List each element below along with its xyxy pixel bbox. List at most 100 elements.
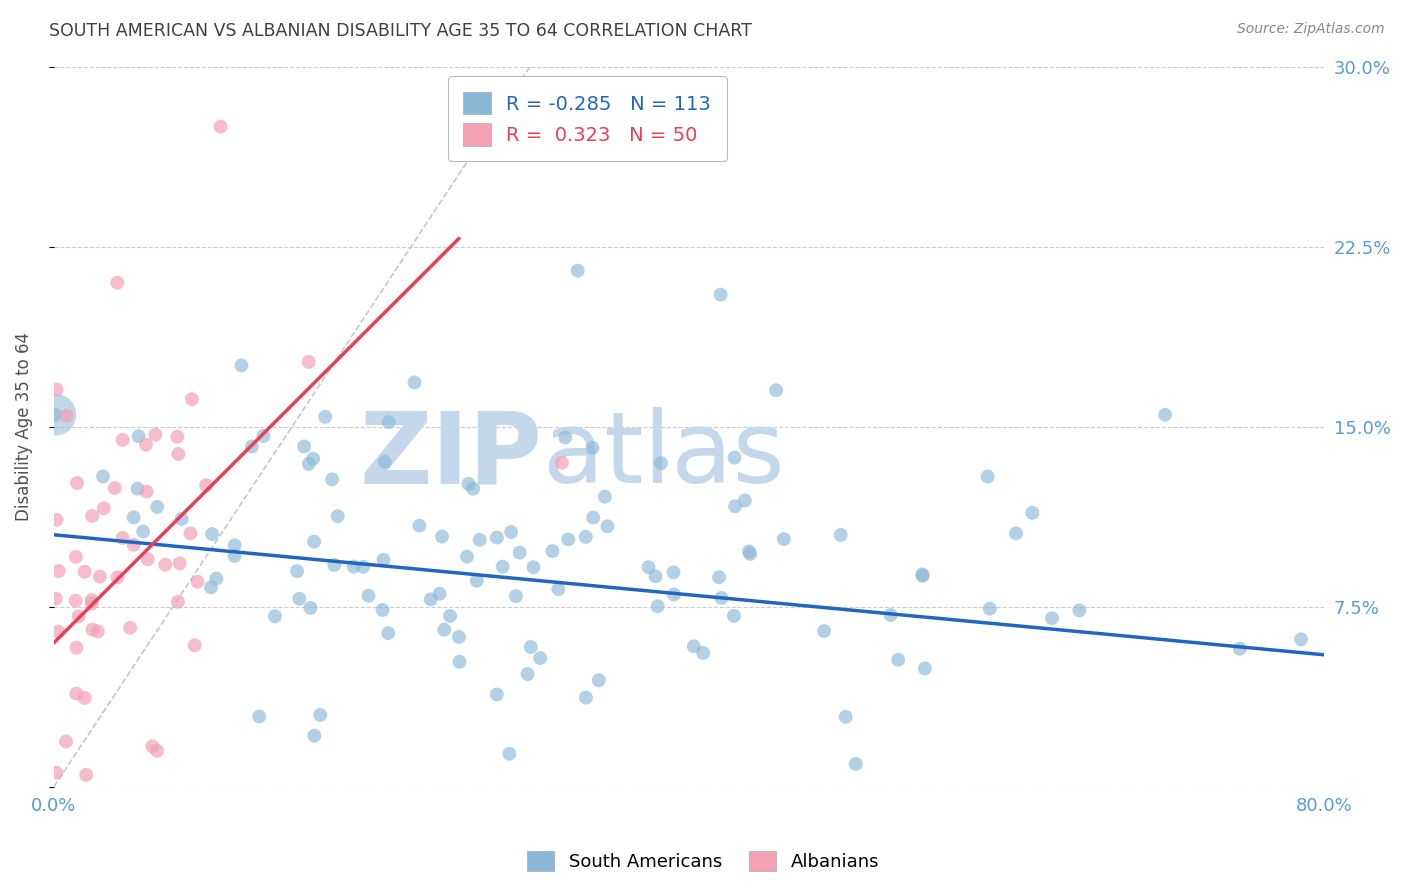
Point	[408, 518, 430, 533]
Text: ZIP: ZIP	[360, 407, 543, 504]
Point	[48, 564, 70, 578]
Point	[89, 569, 111, 583]
Point	[298, 457, 321, 471]
Point	[588, 673, 610, 688]
Point	[738, 544, 761, 558]
Point	[141, 739, 163, 754]
Point	[516, 667, 538, 681]
Point	[352, 560, 374, 574]
Point	[734, 493, 756, 508]
Point	[201, 527, 224, 541]
Point	[93, 501, 115, 516]
Point	[1229, 641, 1251, 656]
Point	[65, 687, 87, 701]
Point	[596, 519, 619, 533]
Point	[314, 409, 336, 424]
Point	[183, 638, 205, 652]
Point	[44, 408, 66, 422]
Point	[1021, 506, 1043, 520]
Point	[547, 582, 569, 596]
Point	[105, 570, 128, 584]
Point	[231, 359, 253, 373]
Point	[127, 482, 149, 496]
Point	[377, 626, 399, 640]
Point	[740, 547, 762, 561]
Point	[65, 593, 87, 607]
Point	[240, 440, 263, 454]
Point	[46, 624, 69, 639]
Point	[449, 655, 471, 669]
Point	[302, 451, 325, 466]
Point	[834, 710, 856, 724]
Point	[135, 437, 157, 451]
Text: Source: ZipAtlas.com: Source: ZipAtlas.com	[1237, 22, 1385, 37]
Point	[111, 433, 134, 447]
Legend: R = -0.285   N = 113, R =  0.323   N = 50: R = -0.285 N = 113, R = 0.323 N = 50	[449, 77, 727, 161]
Point	[80, 593, 103, 607]
Point	[830, 528, 852, 542]
Point	[323, 558, 346, 572]
Point	[505, 589, 527, 603]
Point	[82, 508, 104, 523]
Point	[91, 469, 114, 483]
Point	[575, 530, 598, 544]
Point	[45, 765, 67, 780]
Point	[146, 744, 169, 758]
Point	[122, 510, 145, 524]
Point	[209, 120, 232, 134]
Point	[879, 608, 901, 623]
Point	[662, 566, 685, 580]
Point	[430, 529, 453, 543]
Point	[813, 624, 835, 638]
Point	[288, 591, 311, 606]
Point	[55, 409, 77, 423]
Point	[122, 538, 145, 552]
Point	[145, 427, 167, 442]
Point	[87, 624, 110, 639]
Point	[911, 569, 934, 583]
Point	[498, 747, 520, 761]
Text: atlas: atlas	[543, 407, 785, 504]
Point	[644, 569, 666, 583]
Point	[662, 587, 685, 601]
Point	[128, 429, 150, 443]
Point	[321, 472, 343, 486]
Point	[302, 534, 325, 549]
Point	[105, 276, 128, 290]
Point	[65, 640, 87, 655]
Point	[80, 596, 103, 610]
Point	[73, 690, 96, 705]
Point	[551, 456, 574, 470]
Point	[433, 623, 456, 637]
Point	[509, 546, 531, 560]
Point	[180, 392, 202, 407]
Point	[456, 549, 478, 564]
Point	[135, 484, 157, 499]
Point	[146, 500, 169, 514]
Point	[429, 587, 451, 601]
Point	[224, 538, 246, 552]
Point	[650, 456, 672, 470]
Point	[1005, 526, 1028, 541]
Point	[723, 608, 745, 623]
Point	[710, 287, 733, 301]
Point	[155, 558, 177, 572]
Point	[707, 570, 730, 584]
Point	[200, 580, 222, 594]
Point	[522, 560, 544, 574]
Point	[887, 653, 910, 667]
Point	[682, 640, 704, 654]
Point	[187, 574, 209, 589]
Point	[343, 559, 366, 574]
Point	[205, 572, 228, 586]
Point	[326, 509, 349, 524]
Point	[45, 591, 67, 606]
Point	[593, 490, 616, 504]
Point	[166, 430, 188, 444]
Point	[111, 531, 134, 545]
Point	[169, 557, 191, 571]
Point	[979, 601, 1001, 615]
Point	[285, 564, 308, 578]
Point	[120, 621, 142, 635]
Point	[404, 376, 426, 390]
